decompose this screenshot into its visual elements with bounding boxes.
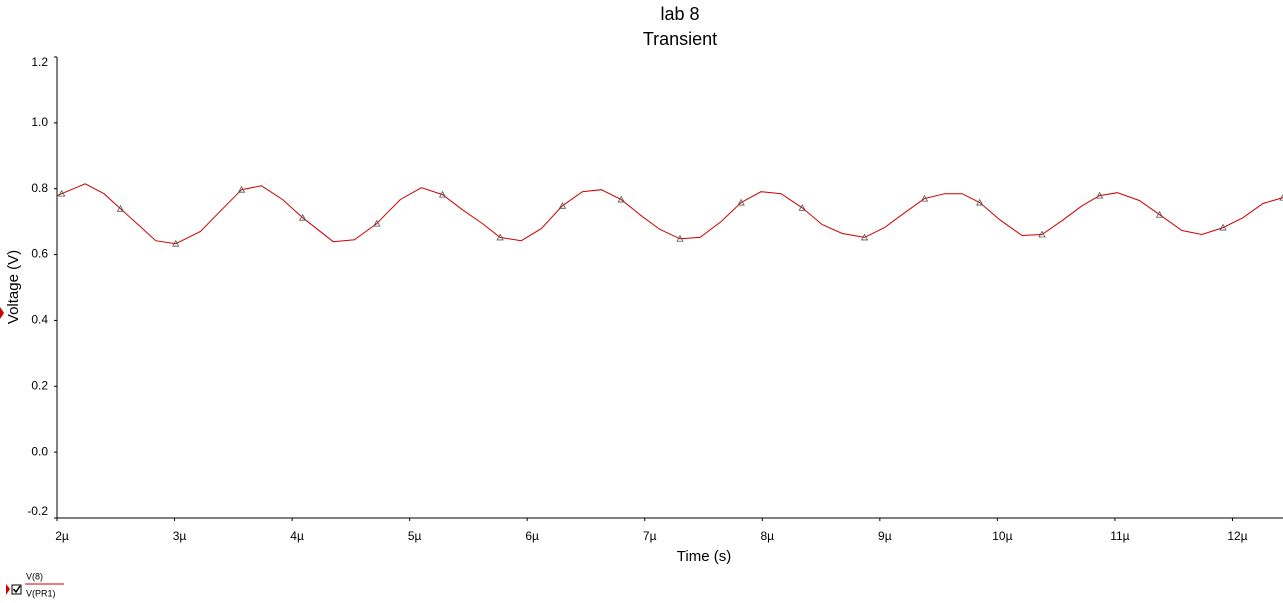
legend-label[interactable]: V(PR1) <box>26 588 56 598</box>
x-tick-label: 10µ <box>992 529 1012 543</box>
point-marker <box>920 194 929 202</box>
point-marker <box>976 198 984 206</box>
point-marker <box>676 234 684 242</box>
point-marker <box>496 233 504 241</box>
chart-subtitle: Transient <box>643 29 717 49</box>
y-tick-label: 0.0 <box>31 444 48 458</box>
legend-label[interactable]: V(8) <box>26 571 43 581</box>
x-tick-label: 7µ <box>643 529 657 543</box>
legend-checkbox[interactable] <box>11 584 22 595</box>
x-tick-label: 3µ <box>173 529 187 543</box>
x-tick-label: 5µ <box>408 529 422 543</box>
point-marker <box>116 204 125 212</box>
y-tick-label: 0.8 <box>31 181 48 195</box>
legend-marker <box>6 584 10 595</box>
x-tick-label: 11µ <box>1110 529 1129 543</box>
point-marker <box>1038 230 1046 238</box>
point-marker <box>617 195 625 203</box>
x-tick-label: 8µ <box>760 529 774 543</box>
cursor-marker <box>0 307 4 319</box>
point-marker <box>1095 191 1104 199</box>
point-marker <box>1155 210 1164 218</box>
point-marker <box>1219 223 1227 231</box>
point-marker <box>237 185 246 193</box>
y-tick-label: 0.2 <box>31 378 48 392</box>
point-marker <box>438 190 447 198</box>
chart-title: lab 8 <box>660 4 699 24</box>
point-marker <box>737 198 745 206</box>
point-marker <box>172 239 180 247</box>
y-tick-label: 1.0 <box>31 115 48 129</box>
point-marker <box>1279 193 1283 201</box>
point-marker <box>558 202 567 209</box>
point-marker <box>298 213 307 221</box>
x-axis-title: Time (s) <box>677 548 731 565</box>
x-tick-label: 6µ <box>525 529 539 543</box>
point-marker <box>373 219 381 227</box>
point-marker <box>58 189 66 197</box>
point-marker <box>860 233 869 241</box>
x-tick-label: 9µ <box>878 529 892 543</box>
point-marker <box>798 203 806 211</box>
y-tick-label: 0.6 <box>31 247 48 261</box>
y-tick-label: 1.2 <box>31 55 48 69</box>
x-tick-label: 12µ <box>1227 529 1247 543</box>
checkmark <box>12 585 21 594</box>
y-tick-label: -0.2 <box>27 504 48 518</box>
y-axis-title: Voltage (V) <box>5 250 22 324</box>
series-line <box>56 183 1283 245</box>
y-tick-label: 0.4 <box>31 313 48 327</box>
x-tick-label: 2µ <box>55 529 69 543</box>
x-tick-label: 4µ <box>290 529 304 543</box>
